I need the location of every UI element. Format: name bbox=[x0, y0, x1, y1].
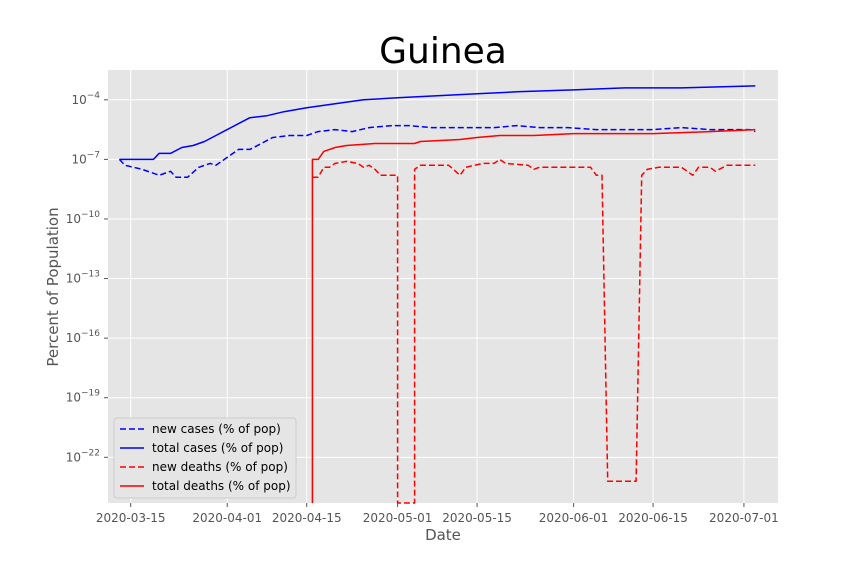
x-axis-label: Date bbox=[425, 526, 461, 544]
x-tick-label: 2020-04-01 bbox=[192, 511, 262, 525]
y-axis-label: Percent of Population bbox=[44, 207, 62, 366]
series-layer bbox=[118, 85, 756, 504]
legend-label-new-deaths: new deaths (% of pop) bbox=[152, 460, 288, 474]
x-tick-label: 2020-06-01 bbox=[539, 511, 609, 525]
series-total-cases bbox=[119, 85, 756, 161]
x-tick-label: 2020-04-15 bbox=[272, 511, 342, 525]
x-tick-label: 2020-03-15 bbox=[96, 511, 166, 525]
legend-label-total-deaths: total deaths (% of pop) bbox=[152, 479, 291, 493]
legend-label-total-cases: total cases (% of pop) bbox=[152, 441, 283, 455]
series-total-deaths bbox=[311, 128, 756, 503]
x-tick-label: 2020-06-15 bbox=[618, 511, 688, 525]
series-new-deaths bbox=[312, 158, 756, 504]
x-tick-label: 2020-07-01 bbox=[709, 511, 779, 525]
legend: new cases (% of pop) total cases (% of p… bbox=[113, 417, 297, 499]
x-tick-label: 2020-05-01 bbox=[363, 511, 433, 525]
x-tick-labels: 2020-03-15 2020-04-01 2020-04-15 2020-05-01… bbox=[96, 503, 779, 525]
legend-box bbox=[113, 417, 297, 499]
chart-title: Guinea bbox=[379, 31, 507, 72]
legend-label-new-cases: new cases (% of pop) bbox=[152, 422, 281, 436]
series-new-cases bbox=[118, 124, 756, 179]
x-tick-label: 2020-05-15 bbox=[442, 511, 512, 525]
